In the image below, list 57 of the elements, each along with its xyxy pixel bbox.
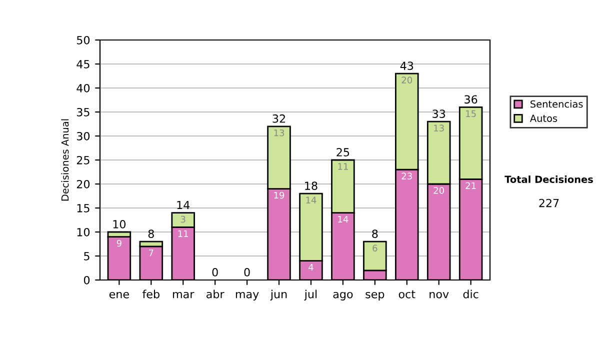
total-label: 0 [212,268,218,276]
legend-label: Autos [530,114,558,122]
x-tick-label: feb [142,290,160,298]
total-label: 8 [372,230,378,238]
y-tick-label: 50 [76,36,90,44]
x-tick-label: sep [366,292,384,300]
total-label: 36 [464,95,478,104]
data-label: 13 [434,124,444,132]
data-label: 11 [178,230,188,237]
y-tick-label: 20 [76,180,90,188]
legend-label: Sentencias [530,100,583,108]
data-label: 20 [434,187,444,194]
x-tick-label: nov [430,292,449,298]
data-label: 9 [116,240,122,247]
text: 227 [539,198,559,208]
x-tick-label: ago [333,292,353,300]
data-label: 6 [372,244,378,252]
x-tick-label: jun [270,290,287,300]
total-label: 0 [244,268,250,276]
data-label: 13 [274,129,284,136]
data-label: 20 [402,76,412,84]
y-tick-label: 35 [76,108,90,116]
total-label: 14 [177,200,190,210]
total-label: 32 [272,114,285,123]
total-label: 8 [148,230,154,238]
y-tick-label: 25 [76,156,90,164]
x-tick-label: dic [463,290,478,298]
x-tick-label: mar [173,292,194,298]
data-label: 19 [274,192,284,199]
y-tick-label: 45 [76,60,90,68]
data-label: 3 [180,216,186,223]
total-label: 43 [400,62,414,70]
total-label: 18 [305,182,318,190]
data-label: 21 [466,182,476,189]
x-tick-label: may [236,292,259,300]
y-tick-label: 40 [76,84,90,92]
data-label: 7 [149,250,154,256]
total-label: 25 [336,148,350,156]
data-label: 23 [402,172,412,180]
data-label: 14 [338,216,348,223]
total-label: 10 [113,220,126,228]
x-tick-label: oct [398,290,416,298]
x-tick-label: jul [304,290,317,300]
y-tick-label: 0 [84,276,90,284]
x-tick-label: ene [109,292,129,298]
y-tick-label: 30 [76,132,90,140]
data-label: 11 [338,163,348,170]
text: Total Decisiones [504,175,593,184]
y-tick-label: 15 [77,204,90,212]
y-tick-label: 10 [77,228,90,236]
x-tick-label: abr [206,290,224,298]
data-label: 15 [466,110,476,118]
data-label: 14 [306,196,316,204]
data-label: 4 [308,264,314,271]
y-tick-label: 5 [84,252,90,260]
total-label: 33 [432,110,446,118]
y-axis-title: Decisiones Anual [61,119,69,201]
